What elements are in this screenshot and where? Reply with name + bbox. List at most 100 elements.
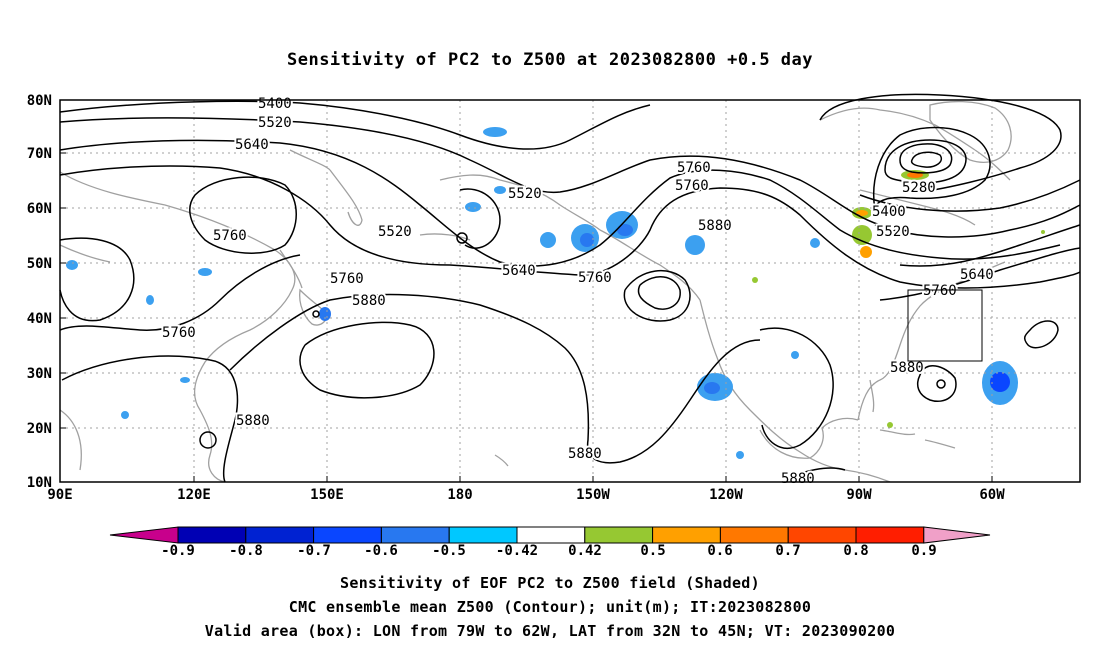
shade-blob: [198, 268, 212, 276]
colorbar-arrow-left: [109, 526, 179, 544]
contour-label: 5880: [781, 471, 815, 487]
contour-label: 5880: [698, 218, 732, 234]
colorbar-label: -0.6: [364, 543, 398, 559]
contour-label: 5280: [902, 180, 936, 196]
z500-contours: [59, 93, 1081, 483]
contour-label: 5760: [213, 228, 247, 244]
lon-labels: 90E 120E 150E 180 150W 120W 90W 60W: [47, 487, 1005, 503]
colorbar: [109, 526, 991, 544]
colorbar-label: -0.5: [432, 543, 466, 559]
contour-label: 5520: [876, 224, 910, 240]
tick-marks: [60, 152, 993, 482]
shade-blob: [791, 351, 799, 359]
colorbar-label: 0.7: [775, 543, 801, 559]
caption-line-1: Sensitivity of EOF PC2 to Z500 field (Sh…: [340, 574, 760, 592]
contour-label: 5760: [162, 325, 196, 341]
colorbar-label: 0.6: [707, 543, 733, 559]
shade-blob: [319, 307, 331, 321]
lat-labels: 80N 70N 60N 50N 40N 30N 20N 10N: [27, 93, 52, 491]
lat-label: 20N: [27, 421, 52, 437]
shade-blob: [465, 202, 481, 212]
contour-label: 5880: [236, 413, 270, 429]
contour-label: 5760: [578, 270, 612, 286]
caption-line-2: CMC ensemble mean Z500 (Contour); unit(m…: [288, 598, 812, 616]
contour-label: 5760: [923, 283, 957, 299]
lon-label: 90W: [846, 487, 872, 503]
shade-blob: [860, 246, 872, 258]
lon-label: 150W: [576, 487, 610, 503]
shade-blob: [494, 186, 506, 194]
colorbar-box: [652, 526, 721, 544]
colorbar-label: -0.8: [229, 543, 263, 559]
contour-label: 5760: [675, 178, 709, 194]
shade-blob: [736, 451, 744, 459]
shade-blob: [685, 235, 705, 255]
contour-label: 5520: [508, 186, 542, 202]
colorbar-label: 0.8: [843, 543, 869, 559]
shade-blob: [540, 232, 556, 248]
contour-label: 5640: [960, 267, 994, 283]
shade-blob: [180, 377, 190, 383]
contour-label: 5880: [568, 446, 602, 462]
shade-blob: [990, 372, 1010, 392]
shade-blob: [810, 238, 820, 248]
lon-label: 150E: [310, 487, 344, 503]
plot-frame: [59, 99, 1081, 483]
shade-blob: [146, 295, 154, 305]
shade-blob: [887, 422, 893, 428]
coastlines: [59, 100, 1012, 483]
shade-blob: [1041, 230, 1045, 234]
colorbar-box: [719, 526, 789, 544]
shade-blob: [580, 233, 594, 247]
contour-label: 5880: [890, 360, 924, 376]
colorbar-box: [177, 526, 247, 544]
contour-label: 5880: [352, 293, 386, 309]
shade-blob: [752, 277, 758, 283]
colorbar-arrow-right: [923, 526, 991, 544]
colorbar-label: 0.42: [568, 543, 602, 559]
contour-labels: 5400 5520 5640 5520 5520 5640 5760 5760 …: [160, 94, 996, 489]
shade-blob: [66, 260, 78, 270]
colorbar-box: [380, 526, 450, 544]
colorbar-box: [245, 526, 315, 544]
shade-blob: [704, 382, 720, 394]
colorbar-box: [516, 526, 586, 544]
colorbar-box: [448, 526, 518, 544]
contour-label: 5640: [235, 137, 269, 153]
lon-label: 60W: [979, 487, 1005, 503]
lon-label: 120W: [709, 487, 743, 503]
lat-label: 10N: [27, 475, 52, 491]
lat-label: 30N: [27, 366, 52, 382]
colorbar-label: -0.9: [161, 543, 195, 559]
lat-label: 60N: [27, 201, 52, 217]
contour-label: 5520: [378, 224, 412, 240]
contour-label: 5640: [502, 263, 536, 279]
lon-label: 120E: [177, 487, 211, 503]
contour-label: 5760: [330, 271, 364, 287]
colorbar-box: [855, 526, 925, 544]
colorbar-label: -0.42: [495, 543, 539, 559]
colorbar-box: [787, 526, 857, 544]
lon-label: 180: [447, 487, 472, 503]
colorbar-label: 0.9: [911, 543, 937, 559]
map-title: Sensitivity of PC2 to Z500 at 2023082800…: [286, 50, 813, 70]
lat-label: 70N: [27, 146, 52, 162]
lat-label: 80N: [27, 93, 52, 109]
lat-label: 50N: [27, 256, 52, 272]
contour-label: 5400: [872, 204, 906, 220]
valid-area-box: [907, 289, 983, 362]
colorbar-box: [313, 526, 382, 544]
colorbar-label: 0.5: [640, 543, 666, 559]
lon-label: 90E: [47, 487, 72, 503]
contour-label: 5760: [677, 160, 711, 176]
shade-blob: [617, 224, 633, 236]
colorbar-box: [584, 526, 654, 544]
contour-label: 5520: [258, 115, 292, 131]
caption-line-3: Valid area (box): LON from 79W to 62W, L…: [204, 622, 896, 640]
contour-label: 5400: [258, 96, 292, 112]
shade-blob: [483, 127, 507, 137]
sensitivity-shading: [66, 127, 1045, 459]
shade-blob: [852, 225, 872, 245]
colorbar-label: -0.7: [297, 543, 331, 559]
